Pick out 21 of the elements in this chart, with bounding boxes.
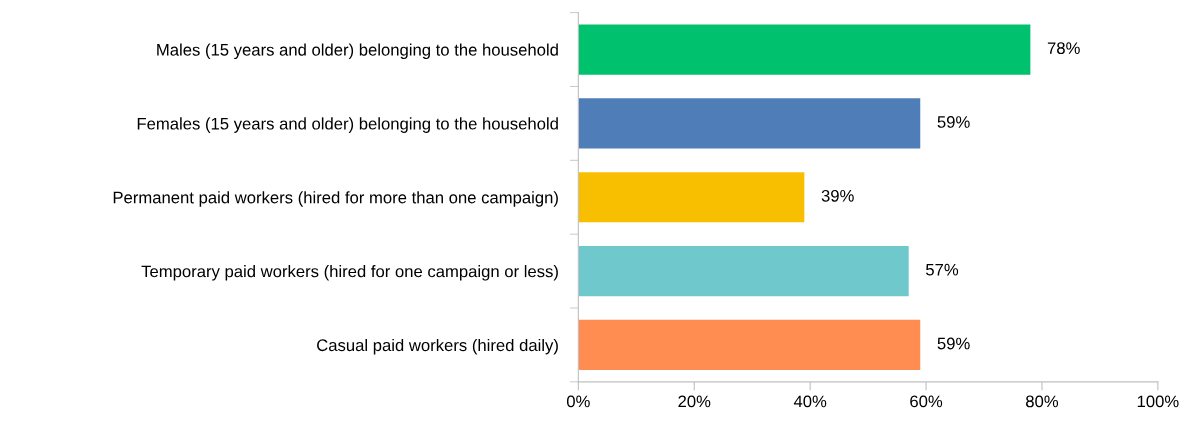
x-tick-label: 20%	[678, 395, 711, 408]
y-tick-label: Temporary paid workers (hired for one campaign or less)	[141, 265, 558, 281]
data-label: 59%	[937, 116, 970, 128]
bar	[578, 24, 1031, 75]
x-tick-label: 100%	[1137, 395, 1179, 408]
bar	[578, 98, 921, 149]
bar	[578, 172, 805, 223]
x-tick-label: 40%	[793, 395, 827, 408]
data-label: 59%	[937, 337, 970, 350]
y-tick-label: Permanent paid workers (hired for more than one campaign)	[113, 191, 558, 207]
data-label: 57%	[926, 263, 959, 276]
y-tick-label: Casual paid workers (hired daily)	[317, 338, 558, 355]
x-tick-label: 0%	[566, 395, 590, 408]
y-tick-label: Females (15 years and older) belonging to the household	[137, 117, 558, 133]
y-tick-label: Males (15 years and older) belonging to the household	[157, 43, 558, 60]
bar	[578, 319, 921, 371]
x-tick-label: 60%	[910, 395, 943, 408]
bar	[578, 245, 909, 297]
x-tick-label: 80%	[1026, 395, 1059, 408]
data-label: 78%	[1047, 42, 1080, 55]
data-label: 39%	[821, 189, 854, 202]
